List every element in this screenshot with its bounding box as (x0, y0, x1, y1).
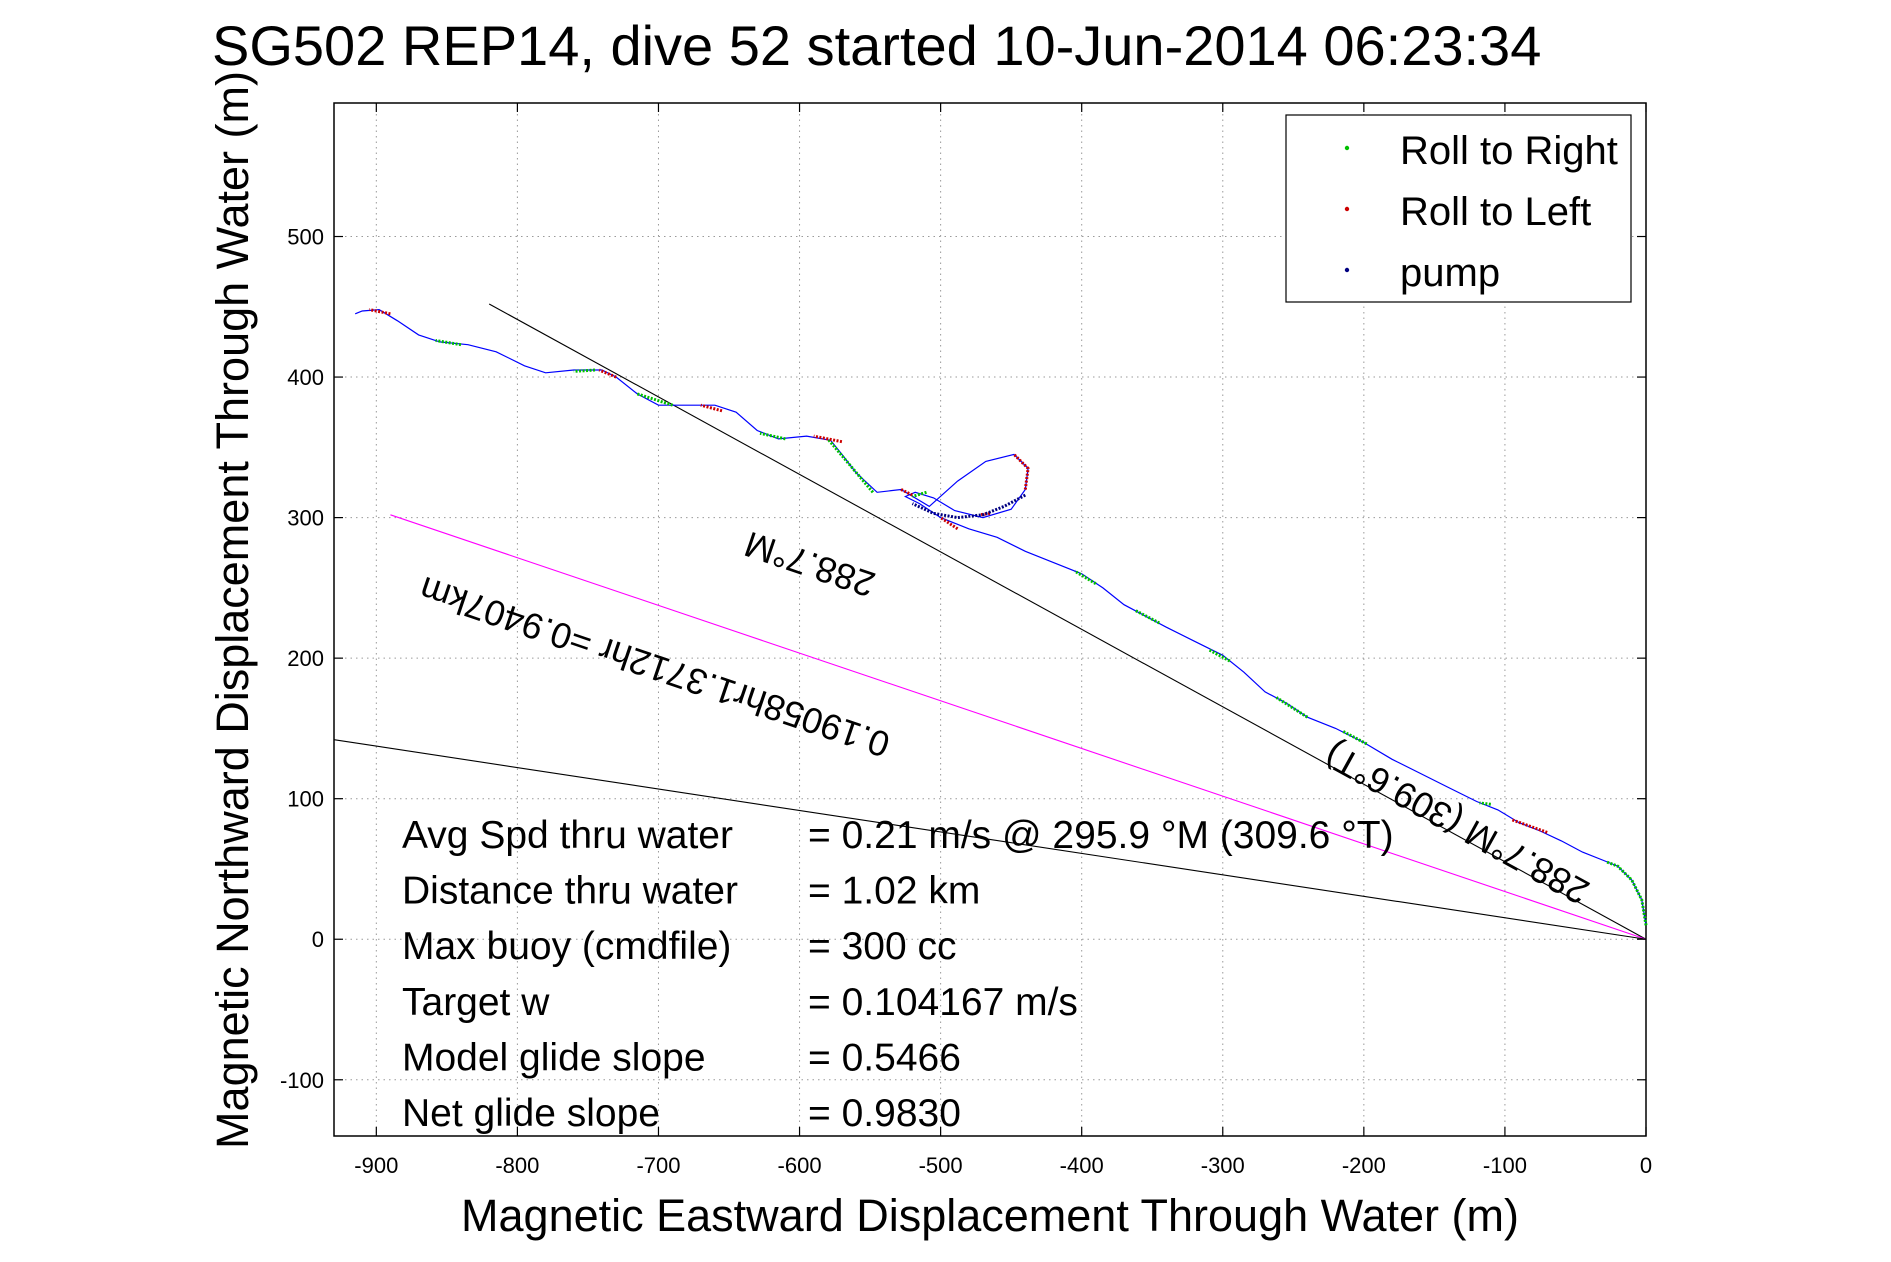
stat-label: Max buoy (cmdfile) (402, 925, 731, 968)
roll-right-segment (1479, 801, 1491, 806)
stat-label: Model glide slope (402, 1036, 706, 1079)
roll-right-segment (1207, 648, 1231, 663)
legend-marker (1344, 267, 1350, 273)
reference-line (488, 303, 1647, 940)
roll-right-segment (573, 368, 596, 373)
annotation-label: 0.19058hr1.3712hr =0.9407km (414, 569, 894, 766)
stats-block: Avg Spd thru water = 0.21 m/s @ 295.9 °M … (402, 814, 1394, 1135)
reference-line (390, 514, 1647, 940)
reference-lines (333, 303, 1647, 940)
roll-right-segment (636, 392, 674, 407)
y-tick-label: 200 (287, 646, 324, 671)
track-layer (354, 308, 1648, 926)
x-tick-label: -900 (354, 1153, 398, 1178)
y-tick-label: 100 (287, 787, 324, 812)
roll-left-segment (700, 403, 723, 413)
stat-label: Distance thru water (402, 870, 738, 913)
roll-right-segment (435, 339, 462, 347)
roll-right-segment (1605, 860, 1648, 926)
roll-right-segment (1341, 729, 1368, 746)
stat-value: = 0.5466 (808, 1036, 961, 1079)
y-axis-ticks: -100 0 100 200 300 400 500 (280, 225, 1646, 1093)
chart-title: SG502 REP14, dive 52 started 10-Jun-2014… (212, 14, 1541, 77)
y-axis-label: Magnetic Northward Displacement Through … (207, 71, 258, 1149)
roll-right-segment (1073, 569, 1097, 585)
x-tick-label: -300 (1201, 1153, 1245, 1178)
y-tick-label: 0 (312, 927, 324, 952)
x-tick-label: -400 (1060, 1153, 1104, 1178)
x-tick-label: -100 (1483, 1153, 1527, 1178)
roll-left-segment (979, 511, 991, 517)
roll-left-segment (1511, 818, 1548, 834)
y-tick-label: 400 (287, 365, 324, 390)
stat-value: = 0.104167 m/s (808, 981, 1078, 1024)
x-tick-label: -700 (636, 1153, 680, 1178)
y-tick-label: -100 (280, 1068, 324, 1093)
legend-box (1285, 114, 1632, 303)
roll-right-segment (1275, 696, 1309, 719)
annotation-label: 288.7°M (739, 524, 880, 606)
legend-label: pump (1400, 251, 1500, 295)
stat-label: Avg Spd thru water (402, 814, 733, 857)
legend-marker (1344, 145, 1350, 151)
y-tick-label: 300 (287, 506, 324, 531)
legend-label: Roll to Right (1400, 129, 1618, 173)
roll-left-segment (813, 434, 843, 444)
reference-line (333, 739, 1647, 940)
pump-segment (911, 493, 1027, 520)
roll-right-segment (826, 437, 875, 494)
roll-right-segment (759, 431, 786, 441)
roll-right-segment (911, 490, 927, 498)
x-tick-label: -500 (919, 1153, 963, 1178)
x-tick-label: -200 (1342, 1153, 1386, 1178)
roll-left-segment (369, 308, 391, 316)
legend-label: Roll to Left (1400, 190, 1591, 234)
stat-value: = 1.02 km (808, 870, 980, 913)
roll-left-segment (900, 488, 914, 497)
stat-value: = 0.21 m/s @ 295.9 °M (309.6 °T) (808, 814, 1394, 857)
stat-value: = 300 cc (808, 925, 957, 968)
stat-value: = 0.9830 (808, 1092, 961, 1135)
x-tick-label: -800 (495, 1153, 539, 1178)
roll-left-segment (1012, 453, 1030, 490)
x-tick-label: -600 (778, 1153, 822, 1178)
legend-marker (1344, 206, 1350, 212)
stat-label: Target w (402, 981, 550, 1024)
plot-area (333, 102, 1647, 1137)
roll-right-segment (1134, 609, 1160, 625)
x-axis-label: Magnetic Eastward Displacement Through W… (461, 1190, 1519, 1241)
x-axis-ticks: -900 -800 -700 -600 -500 -400 -300 -200 -100 0 (354, 103, 1652, 1178)
y-tick-label: 500 (287, 225, 324, 250)
legend: Roll to Right Roll to Left pump (1285, 114, 1632, 303)
x-tick-label: 0 (1640, 1153, 1652, 1178)
stat-label: Net glide slope (402, 1092, 660, 1135)
roll-left-segment (598, 368, 617, 379)
